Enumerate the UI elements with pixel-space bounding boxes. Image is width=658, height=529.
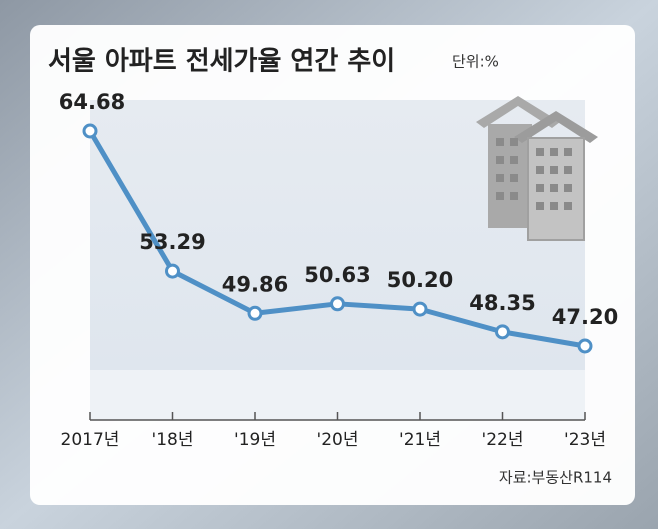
data-point xyxy=(165,263,180,279)
value-label: 50.63 xyxy=(304,263,370,287)
value-label: 49.86 xyxy=(222,272,288,296)
x-tick-label: '22년 xyxy=(482,430,524,450)
building-icon xyxy=(476,96,598,241)
value-label: 47.20 xyxy=(552,305,618,329)
data-point xyxy=(577,338,593,354)
x-tick-label: '20년 xyxy=(317,430,359,450)
x-tick-label: '18년 xyxy=(152,430,194,450)
source-label: 자료:부동산R114 xyxy=(499,469,612,487)
x-tick-label: '23년 xyxy=(564,430,606,450)
chart-title: 서울 아파트 전세가율 연간 추이 xyxy=(48,47,395,77)
value-label: 64.68 xyxy=(59,90,125,114)
x-tick-label: '21년 xyxy=(399,430,441,450)
x-tick-label: '19년 xyxy=(234,430,276,450)
unit-label: 단위:% xyxy=(452,53,499,71)
data-point xyxy=(330,296,345,312)
value-label: 50.20 xyxy=(387,268,453,292)
value-label: 48.35 xyxy=(469,291,535,315)
value-label: 53.29 xyxy=(139,230,205,254)
x-tick-label: 2017년 xyxy=(61,430,120,450)
data-point xyxy=(495,324,510,340)
data-point xyxy=(247,305,263,321)
plot-band xyxy=(90,370,585,420)
data-point xyxy=(412,301,428,317)
data-point xyxy=(82,123,98,139)
